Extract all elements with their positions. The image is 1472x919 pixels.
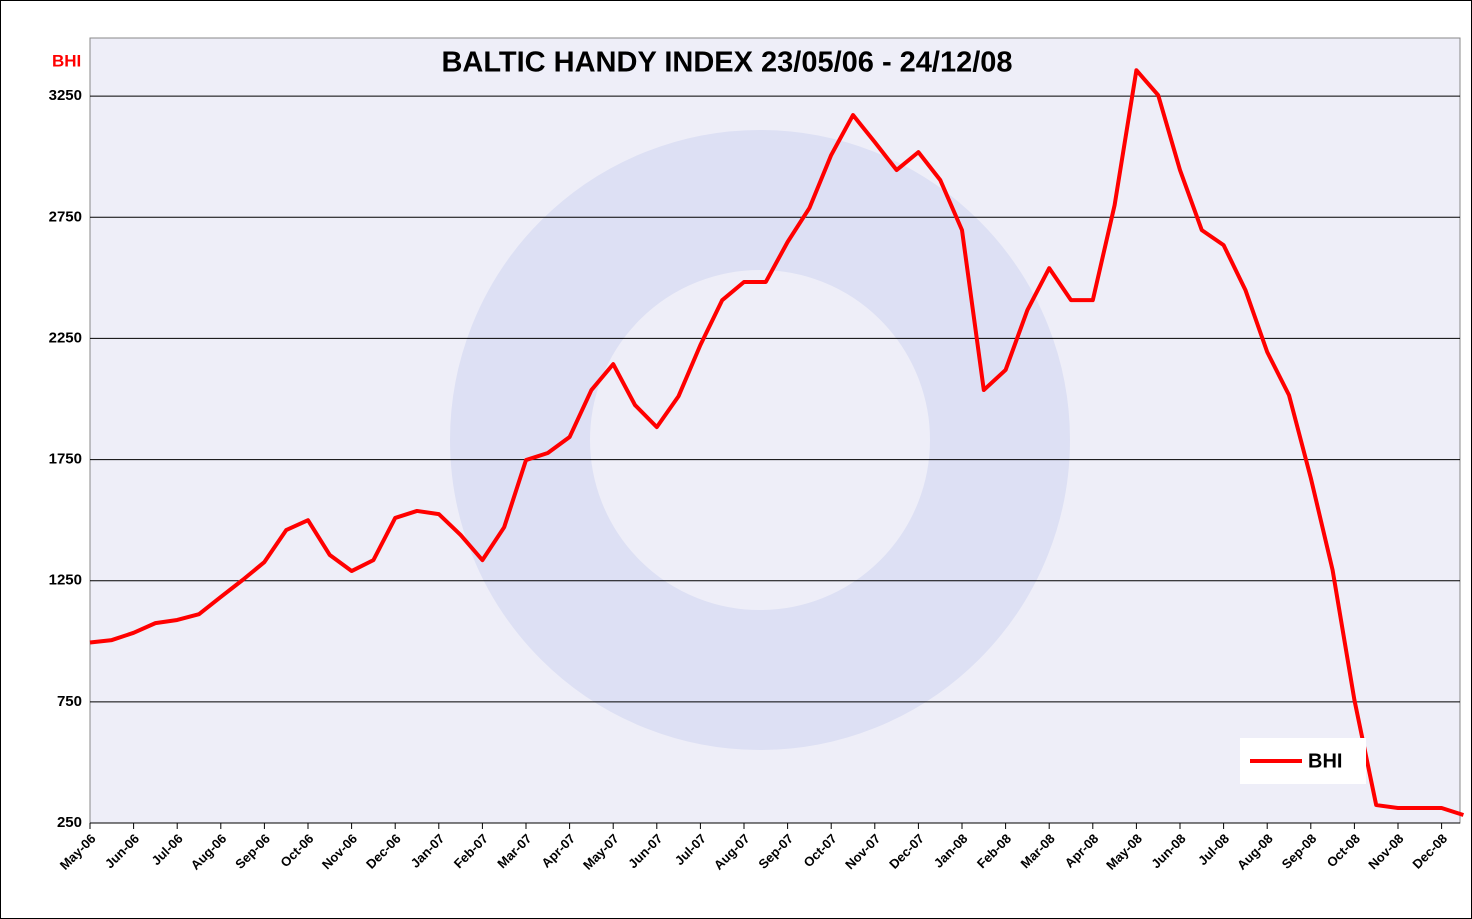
y-tick-label: 1750 xyxy=(49,451,82,468)
chart-title: BALTIC HANDY INDEX 23/05/06 - 24/12/08 xyxy=(441,47,1012,79)
y-tick-label: 250 xyxy=(57,814,82,831)
watermark xyxy=(450,130,1070,750)
y-tick-label: 1250 xyxy=(49,572,82,589)
y-tick-label: 750 xyxy=(57,693,82,710)
y-tick-label: 3250 xyxy=(49,87,82,104)
y-axis-label: BHI xyxy=(52,51,81,70)
legend-label: BHI xyxy=(1308,750,1342,772)
data-line xyxy=(89,68,1465,817)
y-tick-label: 2250 xyxy=(49,329,82,346)
y-tick-label: 2750 xyxy=(49,208,82,225)
